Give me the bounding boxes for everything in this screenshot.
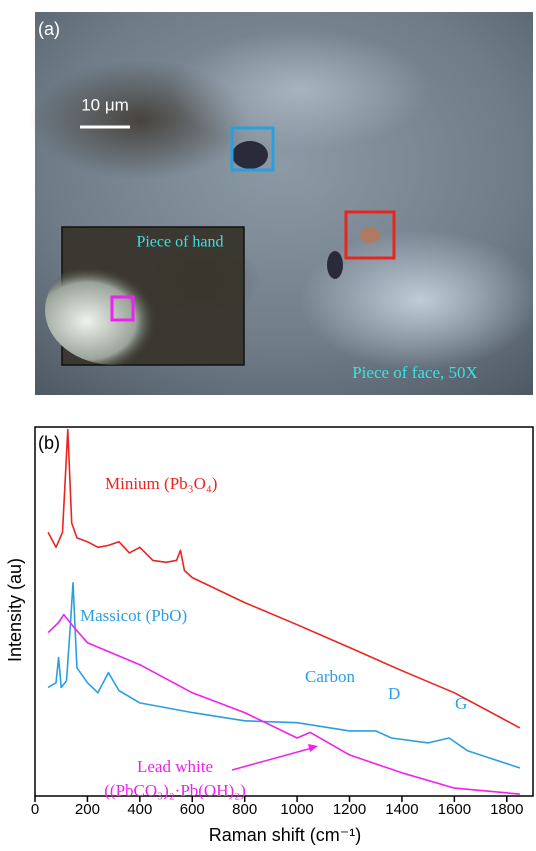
x-tick-label: 1000 bbox=[280, 801, 313, 818]
x-tick-label: 1600 bbox=[438, 801, 471, 818]
x-tick-label: 400 bbox=[127, 801, 152, 818]
inset-label: Piece of hand bbox=[136, 234, 223, 251]
figure: Piece of hand 10 μm (a) Piece of face, 5… bbox=[0, 0, 536, 851]
x-axis-label: Raman shift (cm⁻¹) bbox=[209, 825, 362, 845]
series-label: Massicot (PbO) bbox=[80, 606, 187, 625]
y-axis-label: Intensity (au) bbox=[5, 558, 25, 662]
caption: Piece of face, 50X bbox=[352, 363, 478, 382]
x-tick-label: 1800 bbox=[490, 801, 523, 818]
micrograph: Piece of hand 10 μm (a) Piece of face, 5… bbox=[30, 12, 536, 395]
scale-bar-label: 10 μm bbox=[81, 95, 129, 114]
x-tick-label: 600 bbox=[180, 801, 205, 818]
annotation-arrow bbox=[232, 748, 312, 770]
inset: Piece of hand bbox=[45, 227, 260, 365]
series-label: Lead white bbox=[137, 757, 213, 776]
x-tick-label: 1200 bbox=[333, 801, 366, 818]
panel-label: (a) bbox=[38, 19, 60, 39]
spectrum-line bbox=[48, 615, 520, 795]
x-tick-label: 0 bbox=[31, 801, 39, 818]
x-tick-label: 800 bbox=[232, 801, 257, 818]
panel-label: (b) bbox=[38, 433, 60, 453]
annotation: D bbox=[388, 684, 400, 703]
annotation: ((PbCO₃)₂·Pb(OH)₂) bbox=[104, 781, 246, 800]
series-label: Minium (Pb₃O₄) bbox=[105, 474, 217, 493]
x-tick-label: 200 bbox=[75, 801, 100, 818]
x-tick-label: 1400 bbox=[385, 801, 418, 818]
annotation: Carbon bbox=[305, 667, 356, 686]
annotation-arrowhead bbox=[308, 744, 318, 752]
